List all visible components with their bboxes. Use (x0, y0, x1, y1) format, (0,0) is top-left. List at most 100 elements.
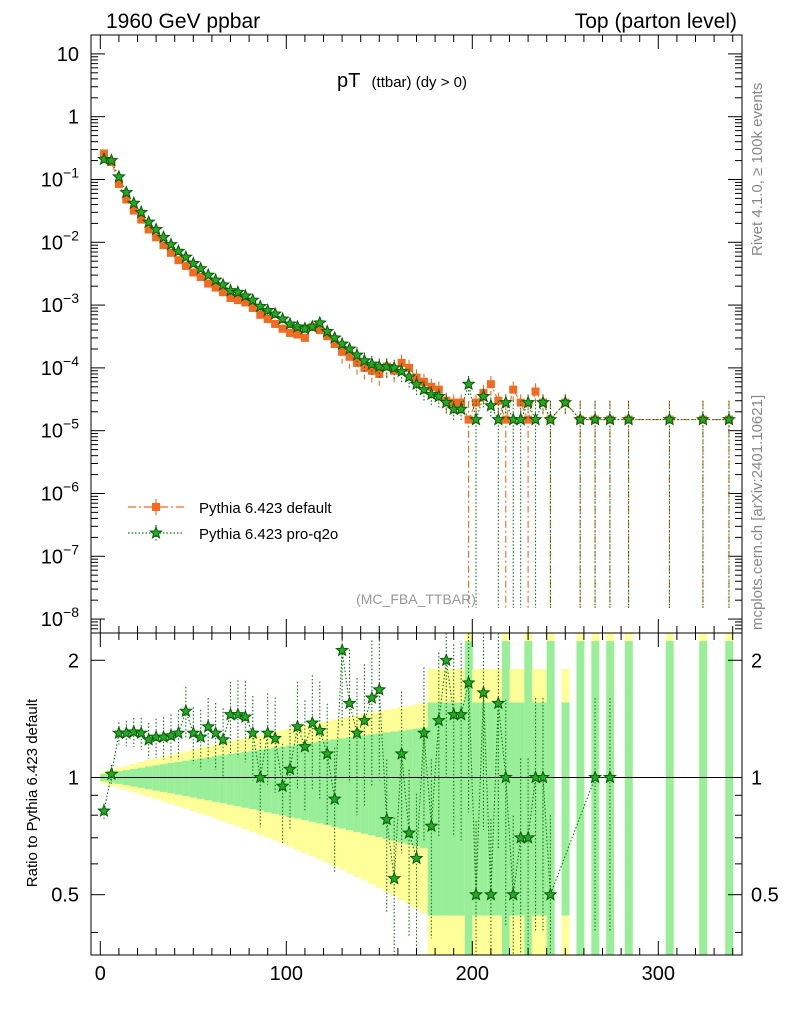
ratio-point (193, 729, 208, 744)
proq2o-point (536, 395, 550, 409)
default-point (248, 303, 257, 312)
default-point (509, 385, 518, 394)
default-point (524, 415, 533, 424)
ratio-point (387, 871, 402, 885)
proq2o-point (268, 306, 283, 321)
ratio-band-inner (606, 641, 615, 955)
proq2o-point (238, 288, 253, 302)
ratio-point (290, 719, 305, 733)
ratio-y-tick-label-right: 0.5 (751, 885, 779, 907)
proq2o-point (193, 261, 208, 275)
ratio-point (216, 732, 231, 746)
proq2o-point (149, 222, 164, 236)
ratio-band-inner (345, 737, 354, 831)
y-tick-label-exponent: −5 (63, 416, 79, 432)
y-tick-label-exponent: −2 (63, 227, 79, 243)
ratio-axis-ticks (91, 633, 742, 955)
y-tick-label-base: 10 (41, 609, 63, 631)
rivet-version-label: Rivet 4.1.0, ≥ 100k events (749, 83, 766, 256)
y-tick-label: 10−3 (41, 290, 79, 317)
default-point (352, 358, 361, 367)
proq2o-point (528, 412, 543, 426)
default-point (144, 225, 153, 234)
legend-label-proq2o: Pythia 6.423 pro-q2o (199, 526, 338, 543)
ratio-band-inner (546, 641, 555, 955)
proq2o-point (208, 272, 223, 287)
ratio-band-inner (234, 752, 243, 807)
ratio-point (379, 812, 394, 826)
proq2o-point (394, 364, 409, 378)
ratio-point (245, 725, 260, 740)
default-point (501, 415, 510, 424)
ratio-point (104, 766, 119, 781)
ratio-band-inner (591, 641, 600, 955)
default-point (405, 363, 414, 372)
proq2o-point (387, 360, 402, 374)
ratio-point (134, 725, 149, 740)
y-tick-label-exponent: −8 (63, 604, 79, 620)
proq2o-point (253, 299, 268, 313)
default-point (174, 256, 183, 265)
ratio-plot-frame (90, 632, 743, 956)
proq2o-point (416, 382, 431, 396)
ratio-point (97, 803, 111, 818)
ratio-point (201, 719, 216, 733)
ratio-band-inner (539, 702, 548, 916)
ratio-band-inner (174, 761, 183, 795)
y-tick-label: 10−4 (41, 353, 79, 380)
proq2o-point (141, 214, 156, 229)
ratio-point (171, 725, 186, 740)
ratio-y-tick-label-left: 1 (68, 767, 79, 789)
y-tick-label: 10−2 (41, 227, 79, 254)
header-right-label: Top (parton level) (575, 10, 737, 33)
y-tick-label-exponent: −6 (63, 478, 79, 494)
y-tick-label: 1 (68, 107, 79, 129)
ratio-band-inner (293, 744, 302, 819)
ratio-band-inner (159, 764, 168, 792)
ratio-point (357, 713, 372, 727)
default-point (271, 319, 280, 328)
ratio-point (454, 707, 469, 721)
proq2o-point (164, 237, 178, 251)
ratio-plot-panel: 0.5 0.5 1 1 2 2 0 100 200 300 Ratio to Pythia 6.4… (24, 632, 779, 985)
default-point (196, 273, 205, 282)
ratio-point (483, 887, 498, 901)
default-point (345, 352, 354, 361)
ratio-point (372, 682, 387, 696)
proq2o-point (621, 412, 636, 426)
default-point (315, 326, 324, 335)
proq2o-point (186, 256, 201, 270)
ratio-band-inner (665, 641, 674, 955)
default-point (129, 206, 138, 215)
y-tick-label-base: 10 (41, 169, 63, 191)
proq2o-point (454, 401, 469, 416)
y-tick-label: 10−8 (41, 604, 79, 631)
legend-label-default: Pythia 6.423 default (199, 500, 332, 517)
proq2o-point (104, 153, 119, 167)
ratio-point (588, 770, 603, 784)
ratio-point (491, 696, 506, 710)
default-point (397, 358, 406, 367)
proq2o-point (171, 243, 186, 258)
ratio-band-inner (699, 641, 708, 955)
analysis-watermark: (MC_FBA_TTBAR) (356, 591, 476, 607)
proq2o-point (283, 316, 297, 330)
y-tick-label-exponent: −7 (63, 541, 79, 557)
main-axis-ticks (91, 34, 742, 634)
proq2o-point (602, 412, 617, 426)
proq2o-point (111, 169, 126, 183)
ratio-point (416, 725, 431, 740)
ratio-band-inner (204, 757, 213, 801)
legend: Pythia 6.423 default Pythia 6.423 pro-q2… (128, 499, 338, 543)
y-tick-label: 10−6 (41, 478, 79, 505)
x-tick-label: 300 (642, 963, 675, 985)
ratio-point (260, 725, 275, 740)
ratio-point (320, 746, 335, 760)
ratio-band-inner (516, 702, 525, 916)
legend-entry-proq2o: Pythia 6.423 pro-q2o (128, 525, 338, 543)
default-point (233, 296, 242, 305)
default-point (204, 279, 213, 288)
ratio-point (268, 731, 283, 745)
